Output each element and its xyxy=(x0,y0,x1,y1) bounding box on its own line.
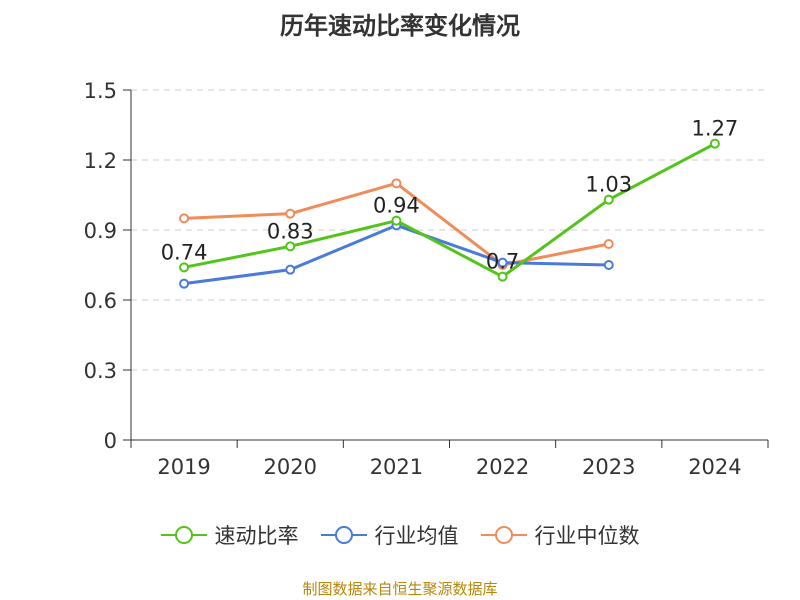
data-point xyxy=(391,178,402,189)
data-point xyxy=(285,241,296,252)
legend-item-industry-median[interactable]: 行业中位数 xyxy=(480,520,640,550)
data-label: 1.27 xyxy=(692,117,739,141)
axes: 0 0.3 0.6 0.9 1.2 1.5 2019 2020 2021 2022 2023 2024 xyxy=(84,79,769,479)
legend-item-quick-ratio[interactable]: 速动比率 xyxy=(160,520,299,550)
data-point xyxy=(179,278,190,289)
data-label: 0.74 xyxy=(161,240,208,264)
y-tick-label: 1.5 xyxy=(84,79,117,103)
chart-title: 历年速动比率变化情况 xyxy=(280,12,520,40)
data-label: 0.94 xyxy=(373,194,420,218)
x-tick-label: 2020 xyxy=(264,455,317,479)
legend-label: 速动比率 xyxy=(214,524,299,548)
y-tick-label: 0.6 xyxy=(84,289,117,313)
y-tick-label: 1.2 xyxy=(84,149,117,173)
legend-item-industry-average[interactable]: 行业均值 xyxy=(320,520,459,550)
data-point xyxy=(603,260,614,270)
legend-line-marker-icon xyxy=(480,526,527,544)
data-label: 0.83 xyxy=(267,219,314,243)
legend: 速动比率 行业均值 行业中位数 xyxy=(0,520,800,550)
data-point xyxy=(179,213,190,224)
x-tick-label: 2024 xyxy=(688,455,741,479)
legend-label: 行业中位数 xyxy=(534,524,640,548)
legend-line-marker-icon xyxy=(320,526,367,544)
y-tick-label: 0 xyxy=(104,429,117,453)
series-line xyxy=(183,142,716,279)
data-source-note: 制图数据来自恒生聚源数据库 xyxy=(302,580,498,598)
legend-label: 行业均值 xyxy=(374,524,459,548)
data-label: 0.7 xyxy=(486,250,519,274)
x-tick-label: 2021 xyxy=(370,455,423,479)
data-labels: 0.74 0.83 0.94 0.7 1.03 1.27 xyxy=(161,117,739,274)
x-tick-label: 2023 xyxy=(582,455,635,479)
legend-line-marker-icon xyxy=(160,526,207,544)
data-point xyxy=(179,262,190,273)
data-point xyxy=(285,208,296,219)
data-point xyxy=(709,138,720,149)
data-point xyxy=(603,194,614,205)
data-point xyxy=(497,271,508,282)
grid-lines xyxy=(131,89,768,371)
data-point xyxy=(497,257,508,268)
y-tick-label: 0.3 xyxy=(84,359,117,383)
data-point xyxy=(391,215,402,226)
series-layer xyxy=(179,138,720,289)
data-point xyxy=(285,264,296,275)
x-tick-label: 2022 xyxy=(476,455,529,479)
y-tick-label: 0.9 xyxy=(84,219,117,243)
data-label: 1.03 xyxy=(585,173,632,197)
data-point xyxy=(603,239,614,249)
x-tick-label: 2019 xyxy=(157,455,210,479)
